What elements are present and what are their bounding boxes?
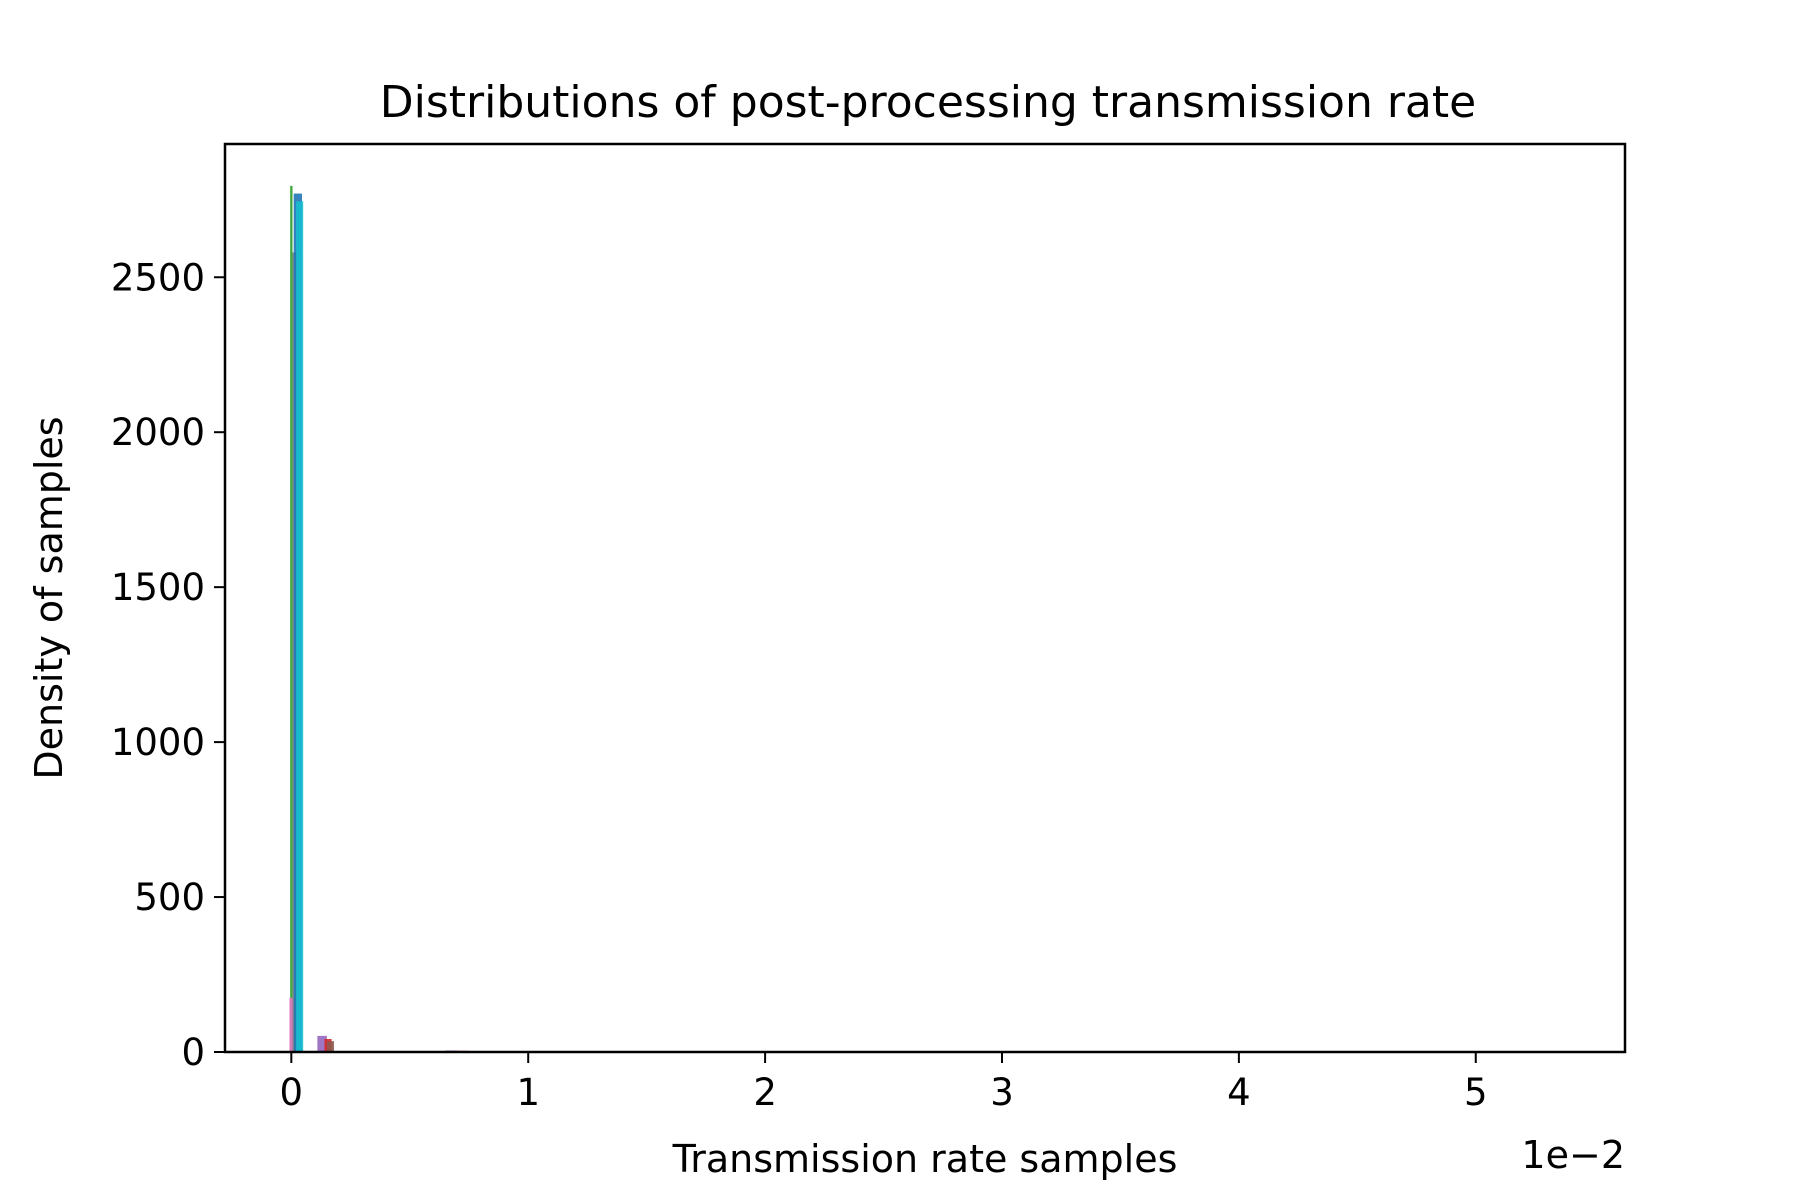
y-tick-label: 1000 <box>111 721 205 764</box>
x-tick-label: 2 <box>753 1071 777 1114</box>
histogram-bar-s4-b0 <box>296 201 304 1052</box>
histogram-bar-s0-b0 <box>290 185 293 1052</box>
x-tick-label: 4 <box>1227 1071 1251 1114</box>
chart-title: Distributions of post-processing transmi… <box>380 77 1476 128</box>
x-tick-label: 3 <box>990 1071 1014 1114</box>
plot-frame <box>223 142 1627 1054</box>
x-axis-label: Transmission rate samples <box>672 1137 1178 1181</box>
y-tick-label: 500 <box>134 876 205 919</box>
x-tick-label: 5 <box>1464 1071 1488 1114</box>
histogram-bar-s5-b0 <box>317 1035 327 1052</box>
y-axis-label: Density of samples <box>27 416 71 779</box>
y-axis-ticks: 0 500 1000 1500 2000 2500 <box>111 256 225 1074</box>
y-tick-label: 2500 <box>111 256 205 299</box>
y-tick-label: 0 <box>181 1031 205 1074</box>
x-axis-ticks: 0 1 2 3 4 5 <box>280 1052 1488 1114</box>
bars-layer <box>289 185 469 1052</box>
x-tick-label: 1 <box>516 1071 540 1114</box>
y-tick-label: 1500 <box>111 566 205 609</box>
y-tick-label: 2000 <box>111 411 205 454</box>
histogram-bar-s7-b0 <box>326 1041 334 1052</box>
histogram-bar-s1-b0 <box>289 997 294 1052</box>
x-offset-label: 1e−2 <box>1521 1133 1625 1177</box>
x-tick-label: 0 <box>280 1071 304 1114</box>
